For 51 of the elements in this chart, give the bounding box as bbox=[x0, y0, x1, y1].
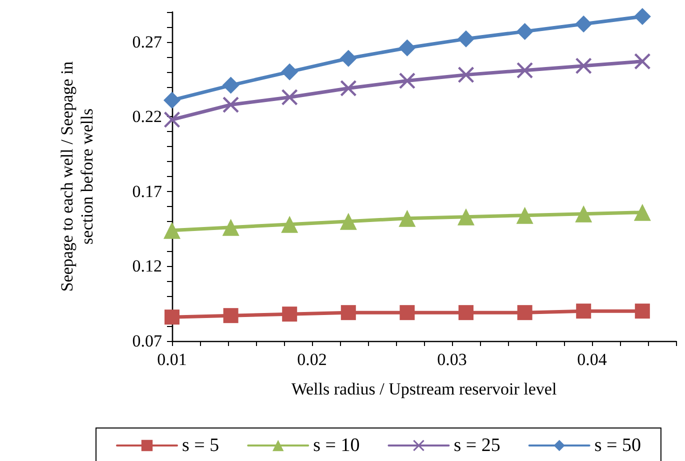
point bbox=[458, 208, 474, 226]
point bbox=[398, 210, 416, 227]
point bbox=[399, 72, 416, 89]
point bbox=[516, 22, 534, 40]
point bbox=[223, 308, 238, 324]
point bbox=[282, 306, 298, 322]
point bbox=[340, 50, 357, 67]
point bbox=[517, 305, 532, 320]
point bbox=[164, 222, 180, 239]
legend-label: s = 25 bbox=[454, 435, 500, 456]
y-tick-label: 0.27 bbox=[132, 32, 162, 52]
point bbox=[575, 15, 592, 32]
point bbox=[281, 216, 298, 233]
point bbox=[398, 39, 416, 56]
y-axis-title: Seepage to each well / Seepage in section before wells bbox=[58, 60, 96, 292]
legend-label: s = 5 bbox=[182, 435, 220, 456]
point bbox=[400, 305, 415, 320]
point bbox=[222, 76, 240, 94]
legend-label: s = 50 bbox=[594, 435, 641, 456]
y-tick-label: 0.12 bbox=[132, 256, 162, 276]
point bbox=[340, 212, 357, 230]
y-tick-label: 0.07 bbox=[132, 332, 162, 350]
y-tick-label: 0.17 bbox=[132, 182, 162, 201]
x-tick-label: 0.03 bbox=[437, 350, 467, 369]
x-tick-label: 0.01 bbox=[157, 350, 187, 369]
point bbox=[282, 89, 298, 106]
point bbox=[281, 63, 298, 80]
point bbox=[516, 206, 534, 224]
point bbox=[458, 66, 474, 83]
point bbox=[634, 304, 650, 319]
point bbox=[340, 80, 356, 96]
point bbox=[164, 310, 180, 325]
point bbox=[164, 92, 180, 109]
legend-label: s = 10 bbox=[313, 435, 360, 456]
point bbox=[516, 62, 533, 78]
point bbox=[634, 53, 650, 70]
point bbox=[222, 96, 239, 113]
point bbox=[340, 305, 356, 320]
point bbox=[634, 8, 651, 25]
point bbox=[575, 205, 592, 222]
point bbox=[222, 218, 240, 236]
x-tick-label: 0.04 bbox=[577, 350, 608, 369]
point bbox=[634, 204, 651, 221]
x-tick-label: 0.02 bbox=[297, 350, 327, 369]
point bbox=[576, 58, 592, 74]
point bbox=[576, 304, 592, 319]
point bbox=[458, 305, 474, 320]
x-axis-title: Wells radius / Upstream reservoir level bbox=[291, 380, 557, 398]
point bbox=[458, 30, 474, 48]
point bbox=[164, 112, 180, 128]
y-tick-label: 0.22 bbox=[132, 107, 162, 126]
